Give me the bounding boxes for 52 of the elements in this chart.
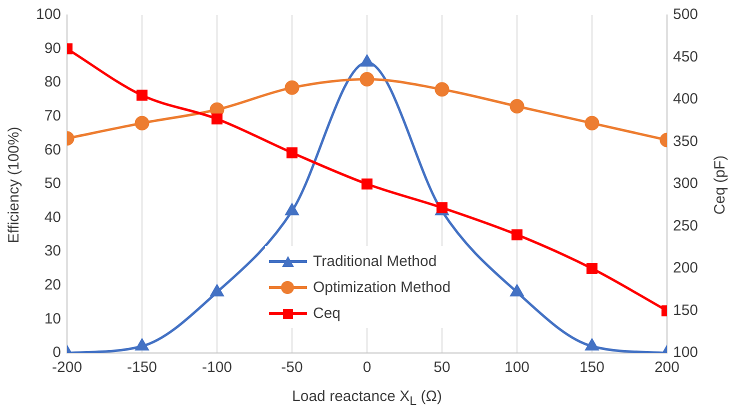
y2-tick-label: 500	[672, 6, 698, 24]
point	[434, 82, 450, 97]
point	[584, 116, 600, 130]
point	[586, 338, 598, 350]
point	[212, 113, 223, 124]
y-tick-label: 70	[44, 108, 62, 125]
x-tick-label: -200	[52, 359, 82, 376]
x-tick-label: 0	[362, 359, 372, 376]
y-axis-title: Efficiency (100%)	[6, 126, 22, 244]
x-tick-label: -50	[281, 359, 303, 376]
point	[136, 338, 148, 350]
point	[284, 80, 300, 95]
x-tick-label: 50	[434, 359, 450, 376]
x-tick-label: -100	[202, 359, 232, 376]
point	[510, 99, 524, 114]
y2-tick-label: 150	[672, 302, 698, 319]
y2-axis-title: Ceq (pF)	[712, 155, 728, 215]
legend-label: Ceq	[313, 304, 341, 322]
y2-tick-label: 100	[672, 344, 698, 362]
x-axis-title: Load reactance X$_{L}$ (Ω)	[291, 388, 443, 408]
point	[210, 284, 224, 296]
y2-tick-label: 200	[672, 260, 698, 277]
point	[510, 284, 524, 296]
x-tick-label: 200	[654, 359, 680, 376]
point	[360, 72, 374, 86]
x-tick-label: -150	[127, 359, 158, 376]
point	[136, 90, 148, 101]
point	[286, 147, 298, 158]
y-tick-label: 40	[44, 208, 62, 226]
y-tick-label: 100	[36, 6, 62, 24]
y-tick-label: 0	[52, 344, 62, 362]
y2-tick-label: 350	[672, 132, 698, 150]
x-tick-label: 100	[504, 359, 530, 376]
y2-tick-label: 250	[672, 217, 698, 234]
legend-label: Optimization Method	[313, 278, 451, 296]
point	[586, 263, 598, 274]
y-tick-label: 80	[44, 74, 62, 91]
y-tick-label: 20	[44, 276, 62, 294]
point	[134, 116, 150, 130]
y2-tick-label: 400	[672, 90, 698, 108]
point	[286, 204, 298, 216]
y-tick-label: 10	[44, 310, 62, 328]
point	[362, 178, 372, 190]
y2-tick-label: 300	[672, 175, 698, 192]
legend-label: Traditional Method	[313, 252, 437, 270]
y-tick-label: 30	[44, 242, 62, 260]
point	[511, 229, 522, 240]
y-tick-label: 50	[44, 175, 62, 192]
y2-tick-label: 450	[672, 48, 698, 66]
x-tick-label: 150	[579, 359, 604, 376]
y-tick-label: 60	[44, 141, 62, 158]
y-tick-label: 90	[44, 40, 62, 57]
